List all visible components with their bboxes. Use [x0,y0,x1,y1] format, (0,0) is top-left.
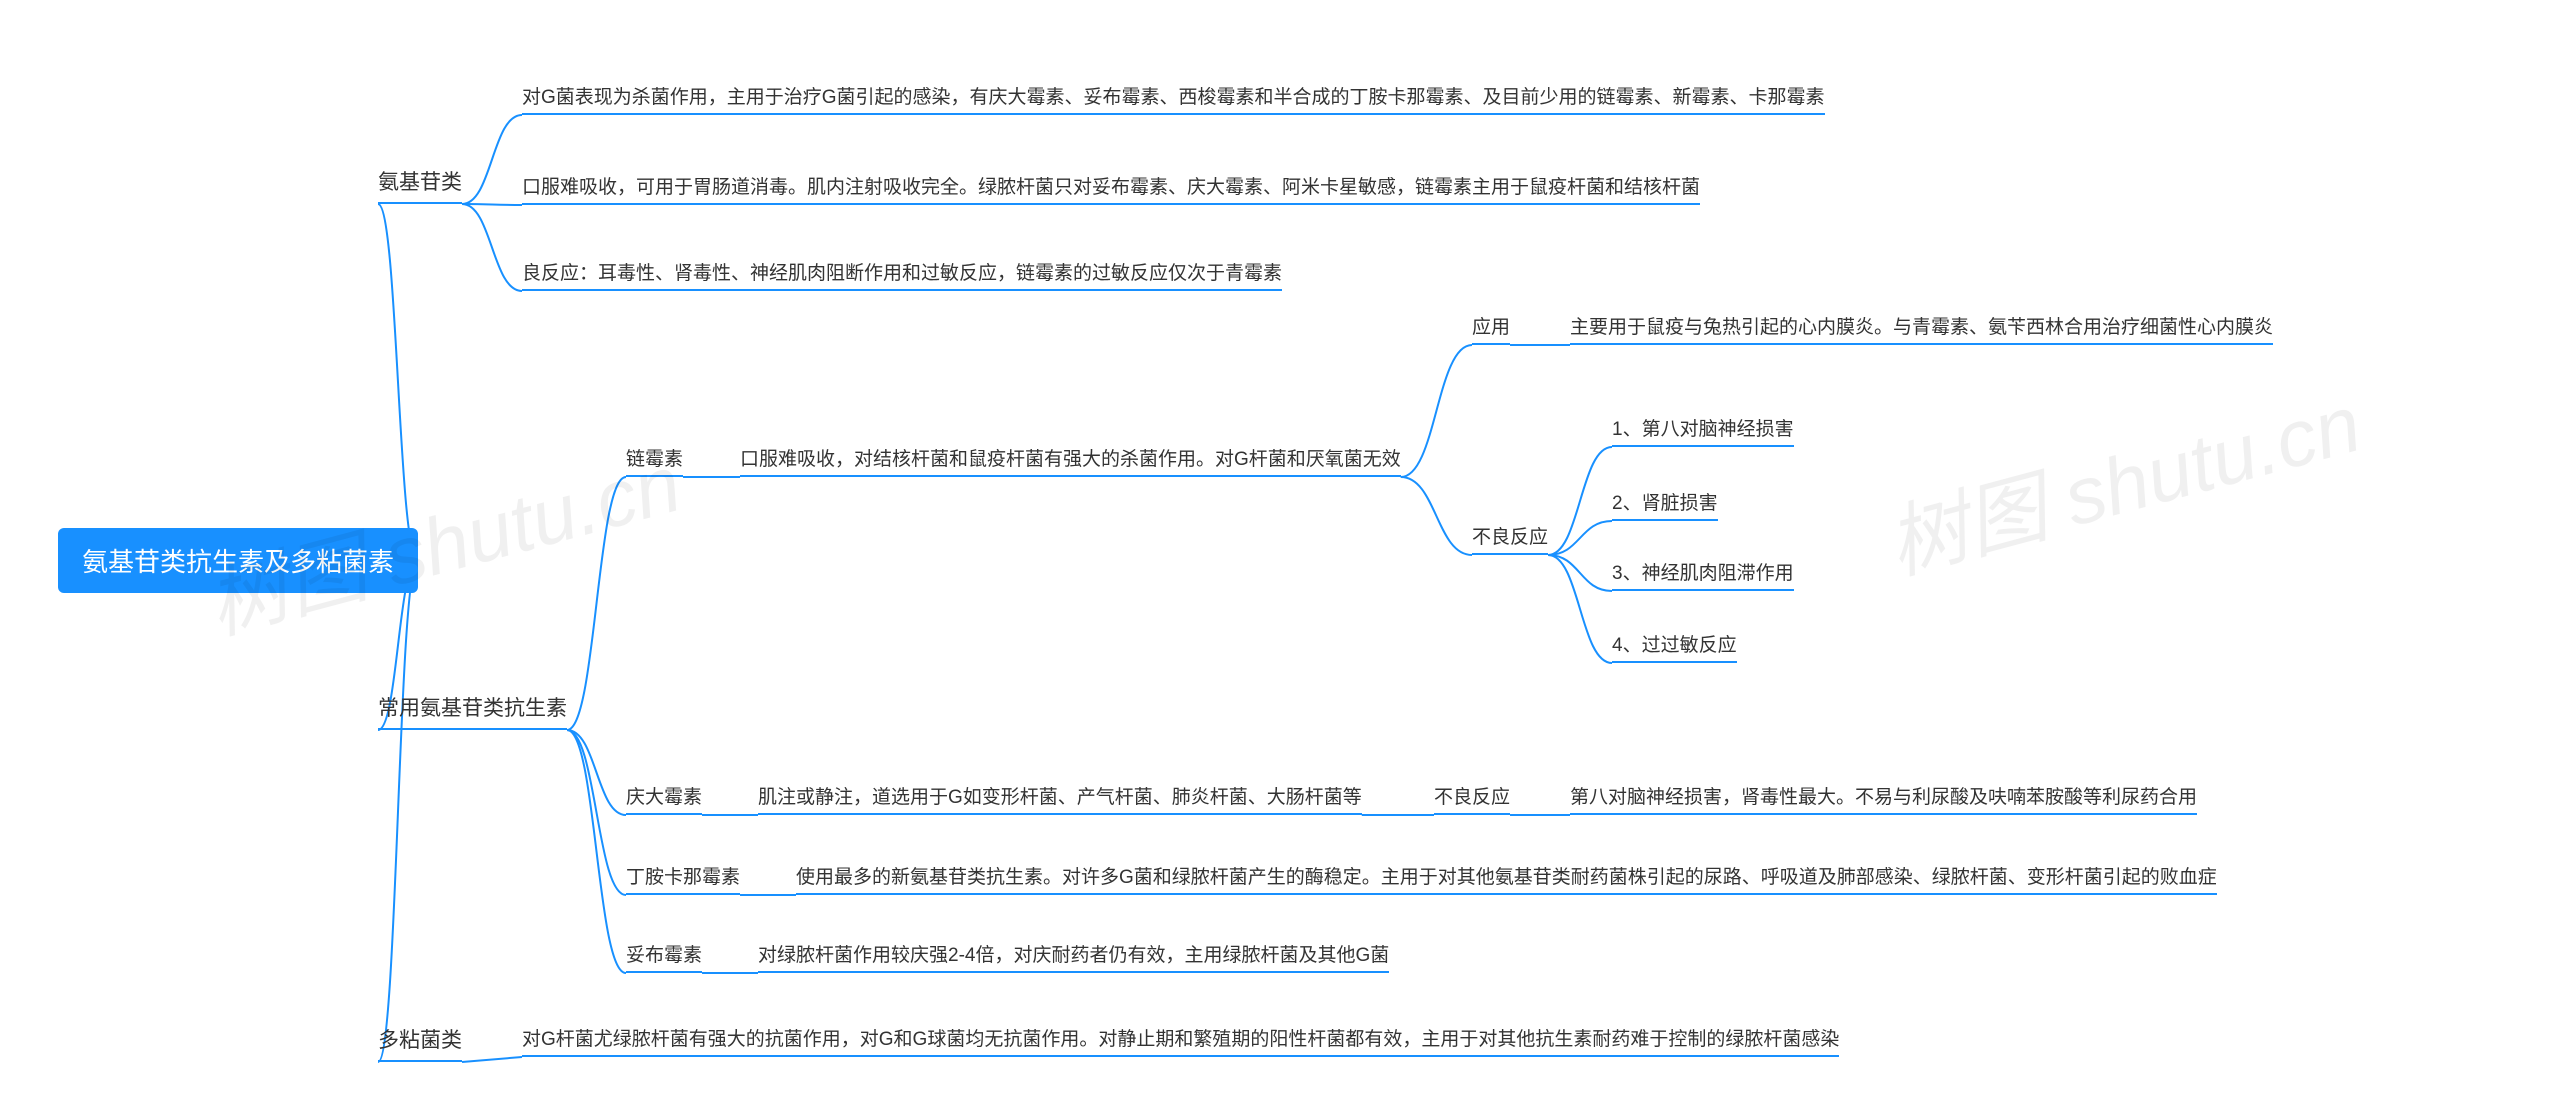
b2c1-app: 应用 [1472,312,1510,345]
b1-leaf-3: 良反应：耳毒性、肾毒性、神经肌肉阻断作用和过敏反应，链霉素的过敏反应仅次于青霉素 [522,258,1282,291]
branch-polymyxin: 多粘菌类 [378,1024,462,1062]
root-node: 氨基苷类抗生素及多粘菌素 [58,528,418,593]
b2c2: 庆大霉素 [626,782,702,815]
b2c2ad: 第八对脑神经损害，肾毒性最大。不易与利尿酸及呋喃苯胺酸等利尿药合用 [1570,782,2197,815]
b2c1-adv4: 4、过过敏反应 [1612,630,1737,663]
b2c1: 链霉素 [626,444,683,477]
b2c1-adv: 不良反应 [1472,522,1548,555]
watermark-2: 树图 shutu.cn [1873,359,2371,596]
branch-common-amino: 常用氨基苷类抗生素 [378,692,567,730]
b2c1-adv3: 3、神经肌肉阻滞作用 [1612,558,1794,591]
b2c1-adv2: 2、肾脏损害 [1612,488,1718,521]
b2c1-adv1: 1、第八对脑神经损害 [1612,414,1794,447]
b2c3: 丁胺卡那霉素 [626,862,740,895]
b3c1: 对G杆菌尤绿脓杆菌有强大的抗菌作用，对G和G球菌均无抗菌作用。对静止期和繁殖期的… [522,1024,1839,1057]
b2c2a: 不良反应 [1434,782,1510,815]
b2c4: 妥布霉素 [626,940,702,973]
b2c4s: 对绿脓杆菌作用较庆强2-4倍，对庆耐药者仍有效，主用绿脓杆菌及其他G菌 [758,940,1389,973]
b2c1-appd: 主要用于鼠疫与兔热引起的心内膜炎。与青霉素、氨苄西林合用治疗细菌性心内膜炎 [1570,312,2273,345]
branch-aminoglycosides: 氨基苷类 [378,166,462,204]
b2c2s: 肌注或静注，道选用于G如变形杆菌、产气杆菌、肺炎杆菌、大肠杆菌等 [758,782,1362,815]
b2c1s: 口服难吸收，对结核杆菌和鼠疫杆菌有强大的杀菌作用。对G杆菌和厌氧菌无效 [740,444,1401,477]
b1-leaf-2: 口服难吸收，可用于胃肠道消毒。肌内注射吸收完全。绿脓杆菌只对妥布霉素、庆大霉素、… [522,172,1700,205]
b2c3s: 使用最多的新氨基苷类抗生素。对许多G菌和绿脓杆菌产生的酶稳定。主用于对其他氨基苷… [796,862,2217,895]
b1-leaf-1: 对G菌表现为杀菌作用，主用于治疗G菌引起的感染，有庆大霉素、妥布霉素、西梭霉素和… [522,82,1825,115]
